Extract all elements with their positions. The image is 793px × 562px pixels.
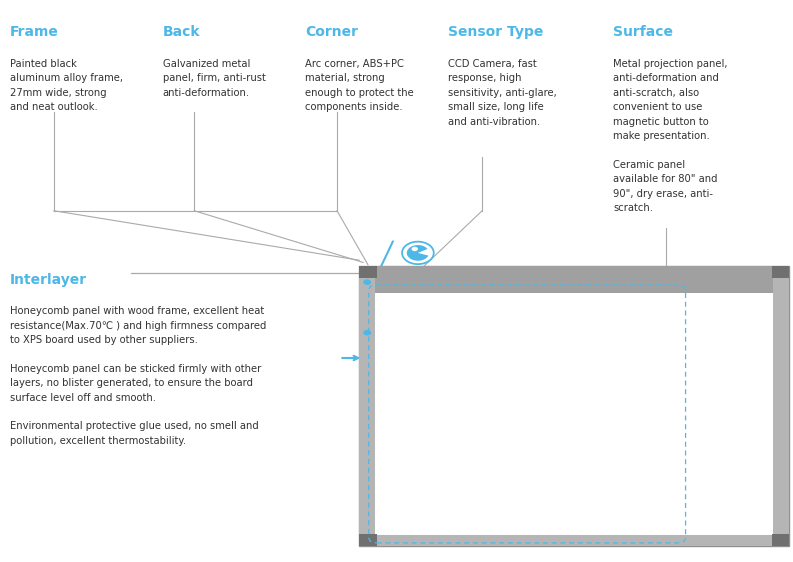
Text: Painted black
aluminum alloy frame,
27mm wide, strong
and neat outlook.: Painted black aluminum alloy frame, 27mm… xyxy=(10,59,122,112)
Bar xyxy=(772,266,789,278)
Bar xyxy=(359,266,789,293)
Circle shape xyxy=(363,279,371,285)
Text: Sensor Type: Sensor Type xyxy=(448,25,543,39)
Bar xyxy=(773,266,789,546)
Bar xyxy=(359,534,377,546)
Bar xyxy=(359,535,789,546)
Bar xyxy=(359,266,789,546)
Circle shape xyxy=(363,330,371,336)
Circle shape xyxy=(402,242,434,264)
Text: CCD Camera, fast
response, high
sensitivity, anti-glare,
small size, long life
a: CCD Camera, fast response, high sensitiv… xyxy=(448,59,557,126)
Circle shape xyxy=(412,247,418,251)
Text: Arc corner, ABS+PC
material, strong
enough to protect the
components inside.: Arc corner, ABS+PC material, strong enou… xyxy=(305,59,414,112)
Text: Frame: Frame xyxy=(10,25,59,39)
Bar xyxy=(359,266,375,546)
Text: Interlayer: Interlayer xyxy=(10,273,86,287)
Bar xyxy=(359,266,377,278)
Wedge shape xyxy=(407,245,428,261)
Text: Metal projection panel,
anti-deformation and
anti-scratch, also
convenient to us: Metal projection panel, anti-deformation… xyxy=(613,59,727,213)
Bar xyxy=(375,293,773,535)
Bar xyxy=(772,534,789,546)
Text: Surface: Surface xyxy=(613,25,673,39)
Text: Back: Back xyxy=(163,25,200,39)
Text: Corner: Corner xyxy=(305,25,358,39)
Text: Honeycomb panel with wood frame, excellent heat
resistance(Max.70℃ ) and high fi: Honeycomb panel with wood frame, excelle… xyxy=(10,306,266,446)
Text: Galvanized metal
panel, firm, anti-rust
anti-deformation.: Galvanized metal panel, firm, anti-rust … xyxy=(163,59,266,98)
